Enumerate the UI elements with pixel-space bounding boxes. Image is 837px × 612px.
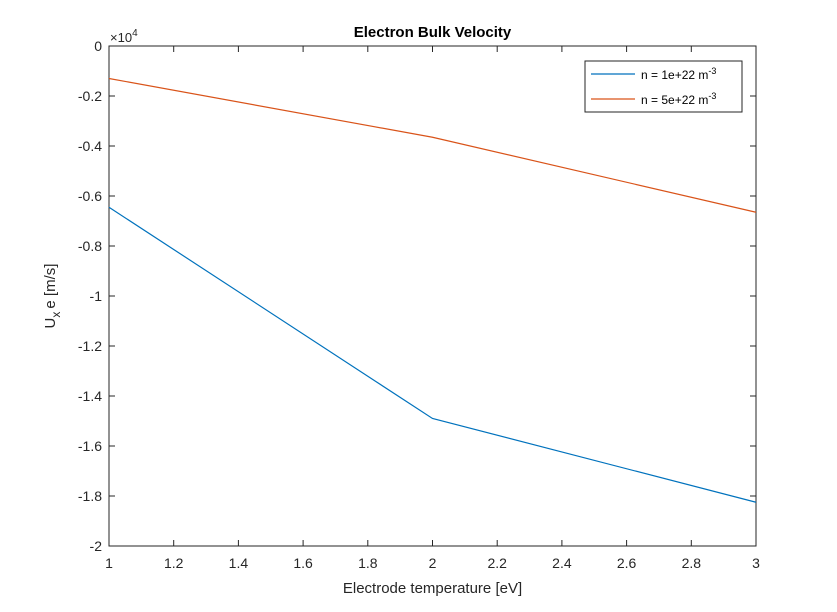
x-tick-label: 2.6	[617, 555, 637, 571]
y-tick-label: -0.2	[78, 88, 102, 104]
x-tick-label: 2.2	[487, 555, 507, 571]
axes-box	[108, 45, 757, 547]
y-tick-label: -0.8	[78, 238, 102, 254]
x-tick-label: 3	[752, 555, 760, 571]
y-tick-label: -1.8	[78, 488, 102, 504]
legend-entry-exponent: -3	[708, 66, 716, 76]
y-axis-label-main: U	[42, 318, 59, 329]
x-tick-label: 1	[105, 555, 113, 571]
chart-title: Electron Bulk Velocity	[354, 24, 512, 41]
y-tick-label: -0.4	[78, 138, 102, 154]
y-multiplier-base: ×10	[110, 30, 132, 45]
plot-area: 1 1.2 1.4 1.6 1.8 2 2.2 2.4 2.6 2.8 3 0 -0.2 -0.4 -0.6…	[78, 38, 760, 571]
y-tick-label: -1.4	[78, 388, 102, 404]
legend: n = 1e+22 m-3n = 5e+22 m-3	[584, 60, 743, 113]
legend-entry-text: n = 1e+22 m	[641, 68, 708, 82]
y-axis-multiplier: ×104	[110, 28, 138, 45]
y-axis-label: Ux e [m/s]	[42, 264, 63, 329]
legend-entry-2: n = 5e+22 m-3	[641, 91, 716, 107]
y-multiplier-exponent: 4	[132, 28, 138, 39]
x-tick-label: 2.4	[552, 555, 572, 571]
x-axis-label: Electrode temperature [eV]	[343, 580, 522, 597]
y-tick-label: 0	[94, 38, 102, 54]
x-tick-label: 2.8	[682, 555, 702, 571]
x-tick-label: 1.6	[293, 555, 313, 571]
legend-entry-text: n = 5e+22 m	[641, 93, 708, 107]
y-tick-label: -2	[90, 538, 103, 554]
x-tick-label: 1.4	[229, 555, 249, 571]
y-tick-label: -1.2	[78, 338, 102, 354]
legend-entry-exponent: -3	[708, 91, 716, 101]
x-tick-label: 1.8	[358, 555, 378, 571]
y-axis-label-rest: e [m/s]	[42, 264, 59, 309]
x-tick-label: 1.2	[164, 555, 184, 571]
y-tick-label: -0.6	[78, 188, 102, 204]
series-line-1	[108, 206, 757, 503]
y-axis-label-subscript: x	[49, 312, 63, 318]
y-tick-label: -1.6	[78, 438, 102, 454]
legend-box	[584, 60, 743, 113]
x-tick-label: 2	[429, 555, 437, 571]
y-tick-label: -1	[90, 288, 103, 304]
series-line-2	[108, 77, 757, 213]
legend-entry-1: n = 1e+22 m-3	[641, 66, 716, 82]
